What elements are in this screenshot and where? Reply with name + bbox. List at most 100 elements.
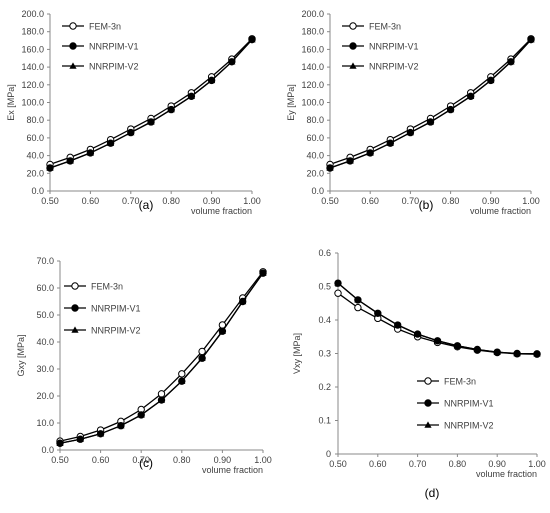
x-axis-label: volume fraction [470, 206, 531, 216]
legend-label: NNRPIM-V2 [91, 326, 141, 336]
data-point [46, 164, 54, 171]
x-tick-label: 0.90 [203, 196, 221, 206]
legend-marker [349, 62, 357, 69]
series-nnrpim-v2 [326, 36, 535, 171]
y-tick-label: 0.5 [318, 282, 331, 292]
data-point [366, 149, 374, 156]
data-point [414, 330, 422, 337]
data-point [157, 390, 166, 398]
legend-label: NNRPIM-V1 [444, 399, 494, 409]
y-tick-label: 20.0 [306, 168, 324, 178]
data-point [513, 349, 521, 357]
data-point [406, 128, 414, 136]
x-axis-label: volume fraction [191, 206, 252, 216]
legend-label: FEM-3n [369, 22, 401, 32]
y-tick-label: 0.0 [31, 186, 44, 196]
data-point [56, 439, 64, 446]
y-tick-label: 0.3 [318, 349, 331, 359]
legend-marker [424, 377, 432, 385]
y-tick-label: 140.0 [301, 62, 324, 72]
x-axis-label: volume fraction [476, 469, 537, 479]
y-axis-label: Gxy [MPa] [16, 334, 26, 376]
chart-2: 0.0 20.0 40.0 60.0 80.0 100.0 120.0 140.0 160.0 1… [286, 9, 540, 216]
series-line [59, 272, 264, 444]
y-tick-label: 180.0 [21, 27, 44, 37]
x-tick-label: 0.50 [51, 455, 69, 465]
legend-marker [349, 22, 357, 30]
y-tick-label: 60.0 [36, 283, 54, 293]
y-axis-label: Vxy [MPa] [292, 333, 302, 374]
legend-marker [71, 304, 79, 312]
data-point [527, 36, 535, 43]
data-point [259, 269, 267, 276]
x-axis-label: volume fraction [202, 465, 263, 475]
y-tick-label: 0 [326, 449, 331, 459]
chart-4: 0 0.1 0.2 0.3 0.4 0.5 0.6 0.50 0.60 0.70 0.80 0.90 1… [292, 248, 546, 500]
legend-marker [69, 22, 77, 30]
series-fem-3n [334, 289, 541, 358]
chart-1: 0.0 20.0 40.0 60.0 80.0 100.0 120.0 140.0 160.0 1… [6, 9, 261, 216]
y-tick-label: 0.2 [318, 382, 331, 392]
y-tick-label: 20.0 [36, 391, 54, 401]
data-point [97, 430, 105, 437]
legend: FEM-3n NNRPIM-V1 NNRPIM-V2 [62, 22, 139, 72]
data-point [187, 92, 195, 100]
y-tick-label: 160.0 [21, 44, 44, 54]
data-point [167, 105, 175, 113]
legend-label: NNRPIM-V1 [89, 42, 139, 52]
y-tick-label: 120.0 [301, 80, 324, 90]
y-tick-label: 80.0 [26, 115, 44, 125]
x-tick-label: 0.60 [361, 196, 379, 206]
data-point [86, 149, 94, 156]
series-fem-3n [46, 35, 256, 169]
legend: FEM-3n NNRPIM-V1 NNRPIM-V2 [342, 22, 419, 72]
legend-marker [71, 282, 79, 290]
data-point [374, 309, 382, 316]
series-nnrpim-v2 [46, 36, 256, 171]
y-tick-label: 0.1 [318, 416, 331, 426]
y-tick-label: 40.0 [26, 151, 44, 161]
x-tick-label: 1.00 [528, 459, 546, 469]
legend-marker [349, 42, 357, 50]
legend-marker [424, 399, 432, 407]
legend-marker [71, 326, 79, 333]
data-point [76, 435, 84, 442]
data-point [157, 396, 166, 403]
series-nnrpim-v2 [56, 269, 267, 446]
data-point [493, 348, 501, 355]
data-point [346, 157, 354, 164]
data-point [426, 118, 435, 125]
series-nnrpim-v1 [326, 35, 535, 172]
y-tick-label: 100.0 [301, 98, 324, 108]
data-point [178, 370, 186, 378]
x-tick-label: 0.70 [122, 196, 140, 206]
y-tick-label: 0.6 [318, 248, 331, 258]
x-tick-label: 0.80 [442, 196, 460, 206]
legend-label: NNRPIM-V1 [91, 304, 141, 314]
data-point [239, 297, 247, 305]
data-point [147, 118, 155, 125]
legend: FEM-3n NNRPIM-V1 NNRPIM-V2 [417, 377, 494, 431]
x-tick-label: 0.60 [92, 455, 110, 465]
y-axis-label: Ex [MPa] [6, 84, 16, 121]
data-point [487, 76, 495, 84]
legend-label: FEM-3n [444, 377, 476, 387]
data-point [218, 327, 226, 334]
legend-label: FEM-3n [91, 282, 123, 292]
series-line [49, 39, 253, 169]
data-point [107, 139, 115, 146]
panel-label: (d) [425, 486, 440, 500]
series-line [59, 271, 264, 442]
y-tick-label: 0.0 [311, 186, 324, 196]
legend-label: NNRPIM-V1 [369, 42, 419, 52]
y-tick-label: 200.0 [301, 9, 324, 19]
legend-marker [69, 42, 77, 50]
x-tick-label: 0.70 [402, 196, 420, 206]
x-tick-label: 1.00 [254, 455, 272, 465]
panel-label: (c) [139, 456, 153, 470]
series-nnrpim-v1 [56, 269, 267, 447]
data-point [127, 128, 135, 136]
data-point [507, 58, 515, 65]
data-point [447, 105, 455, 113]
